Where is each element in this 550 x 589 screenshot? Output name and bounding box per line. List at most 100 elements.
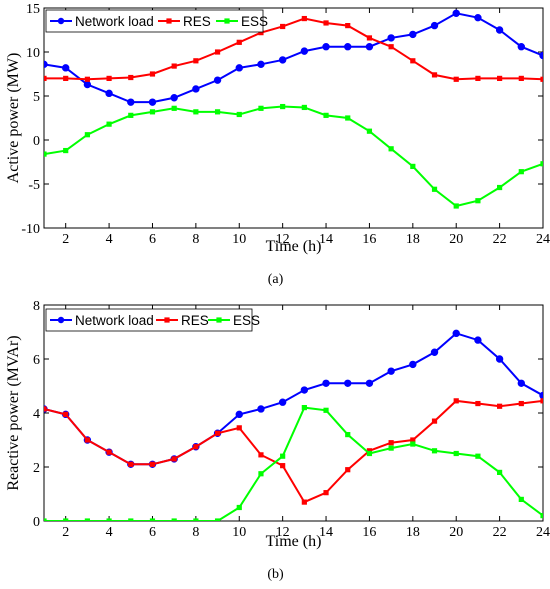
y-tick-label: 6 (33, 353, 40, 368)
legend-label: ESS (241, 14, 268, 29)
data-point (452, 329, 460, 338)
data-point (235, 410, 243, 419)
plot-frame (43, 7, 544, 229)
x-tick-label: 18 (406, 525, 420, 540)
data-point (388, 146, 394, 152)
data-point (148, 98, 157, 106)
y-tick-label: 5 (33, 90, 40, 105)
panel-caption: (a) (268, 272, 284, 287)
data-point (61, 64, 70, 72)
data-point (214, 49, 221, 55)
data-point (192, 85, 200, 93)
data-point (105, 89, 113, 98)
data-point (84, 132, 90, 138)
data-point (517, 379, 526, 387)
data-point (149, 518, 156, 521)
data-point (387, 34, 395, 42)
data-point (365, 43, 374, 51)
x-tick-label: 22 (493, 232, 507, 247)
data-point (345, 115, 351, 121)
data-point (44, 75, 47, 81)
series-res (44, 398, 543, 505)
data-point (63, 75, 69, 81)
data-point (409, 30, 417, 39)
data-point (214, 109, 221, 115)
data-point (453, 398, 459, 404)
data-point (540, 398, 543, 404)
data-point (63, 147, 69, 154)
series-res (44, 15, 543, 82)
data-point (257, 60, 265, 69)
data-point (345, 432, 351, 438)
data-point (171, 105, 177, 111)
x-tick-label: 10 (232, 232, 246, 247)
data-point (497, 184, 503, 191)
data-point (452, 9, 460, 17)
data-point (236, 504, 242, 511)
x-tick-label: 16 (362, 232, 376, 247)
data-point (431, 448, 438, 454)
legend-item: RES (158, 14, 211, 29)
data-point (300, 47, 309, 55)
data-point (388, 440, 394, 446)
x-tick-label: 20 (449, 525, 463, 540)
data-point (149, 71, 156, 77)
x-tick-label: 8 (192, 525, 199, 540)
data-point (171, 456, 177, 462)
data-point (84, 518, 90, 521)
data-point (106, 449, 112, 455)
y-axis-label: Reactive power (MVAr) (5, 335, 22, 490)
legend-item: ESS (208, 313, 260, 328)
data-point (301, 405, 307, 411)
data-point (365, 379, 374, 387)
x-tick-label: 6 (149, 232, 156, 247)
x-tick-label: 8 (192, 232, 199, 247)
data-point (409, 360, 417, 369)
data-point (236, 425, 242, 431)
data-point (518, 496, 524, 502)
data-point (258, 471, 264, 477)
data-point (278, 398, 287, 406)
legend-item: ESS (216, 14, 268, 29)
data-point (540, 161, 543, 167)
data-point (149, 109, 156, 115)
data-point (106, 121, 112, 127)
data-point (387, 367, 395, 375)
y-tick-label: 2 (33, 461, 40, 476)
data-point (366, 448, 373, 454)
data-point (84, 437, 90, 443)
legend: Network load RES ESS (45, 308, 260, 332)
data-point (128, 518, 134, 521)
data-point (345, 467, 351, 473)
x-tick-label: 24 (536, 232, 550, 247)
y-tick-label: -5 (28, 178, 40, 193)
data-point (430, 348, 439, 356)
data-point (44, 60, 48, 69)
legend-swatch-marker (216, 317, 222, 323)
x-tick-label: 4 (106, 525, 113, 540)
data-point (300, 386, 309, 394)
x-tick-label: 18 (406, 232, 420, 247)
data-point (280, 453, 286, 459)
legend-swatch-marker (164, 317, 170, 323)
data-point (518, 169, 524, 175)
data-point (495, 355, 504, 363)
legend-box (45, 308, 253, 332)
x-tick-label: 12 (276, 525, 290, 540)
x-tick-label: 2 (62, 525, 69, 540)
data-point (44, 151, 47, 157)
series-ess (44, 103, 543, 209)
data-point (497, 75, 503, 81)
data-point (280, 103, 286, 110)
data-point (366, 450, 373, 457)
data-point (323, 112, 329, 118)
data-point (193, 58, 199, 64)
data-point (366, 35, 373, 41)
data-point (63, 518, 69, 521)
series-network-load (44, 329, 543, 468)
data-point (431, 418, 438, 424)
legend-label: RES (181, 313, 209, 328)
x-axis-label: Time (h) (266, 533, 322, 550)
data-point (193, 444, 199, 450)
